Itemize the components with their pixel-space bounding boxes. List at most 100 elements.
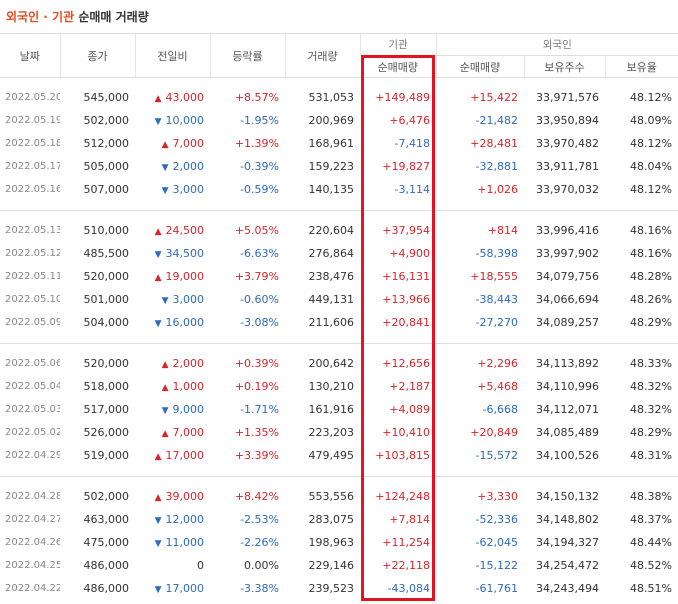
institution-net: +20,841 <box>382 316 430 329</box>
change-rate: +3.79% <box>234 270 279 283</box>
foreign-net: -15,122 <box>475 559 518 572</box>
volume: 223,203 <box>308 426 355 439</box>
change: ▲ 39,000 <box>135 485 210 508</box>
institution-net: +4,089 <box>389 403 430 416</box>
volume: 198,963 <box>308 536 355 549</box>
header-row: 날짜 종가 전일비 등락률 거래량 기관 외국인 <box>0 33 678 78</box>
change: ▼ 11,000 <box>135 531 210 554</box>
foreign-net: +15,422 <box>470 91 518 104</box>
foreign-holdings: 33,970,482 <box>536 137 599 150</box>
foreign-ratio: 48.44% <box>630 536 672 549</box>
change-rate: +8.42% <box>234 490 279 503</box>
data-row: 2022.05.13 510,000 ▲ 24,500 +5.05% 220,604 +37… <box>0 219 678 242</box>
institution-net: +37,954 <box>382 224 430 237</box>
foreign-ratio: 48.32% <box>630 403 672 416</box>
foreign-holdings: 33,950,894 <box>536 114 599 127</box>
change-rate: -1.95% <box>240 114 279 127</box>
spacer-cell <box>0 201 678 211</box>
institution-net: -7,418 <box>394 137 430 150</box>
change-value: 10,000 <box>165 114 205 127</box>
institution-net: +13,966 <box>382 293 430 306</box>
change-arrow: ▼ <box>154 250 162 260</box>
table-body: 2022.05.20 545,000 ▲ 43,000 +8.57% 531,053 +14… <box>0 78 678 604</box>
foreign-ratio: 48.28% <box>630 270 672 283</box>
foreign-net: +20,849 <box>470 426 518 439</box>
change-rate: -2.53% <box>240 513 279 526</box>
data-row: 2022.05.02 526,000 ▲ 7,000 +1.35% 223,203 +10,… <box>0 421 678 444</box>
foreign-holdings: 34,079,756 <box>536 270 599 283</box>
change: ▲ 7,000 <box>135 132 210 155</box>
volume: 140,135 <box>308 183 355 196</box>
change-rate: -2.26% <box>240 536 279 549</box>
foreign-ratio: 48.32% <box>630 380 672 393</box>
change-value: 2,000 <box>172 357 205 370</box>
volume: 449,131 <box>308 293 355 306</box>
date: 2022.04.26 <box>5 537 60 548</box>
foreign-ratio: 48.12% <box>630 183 672 196</box>
close-price: 486,000 <box>83 559 130 572</box>
column-header: 기관 <box>359 33 436 56</box>
foreign-holdings: 34,243,494 <box>536 582 599 595</box>
close-price: 510,000 <box>83 224 130 237</box>
foreign-holdings: 34,066,694 <box>536 293 599 306</box>
close-price: 526,000 <box>83 426 130 439</box>
date: 2022.05.03 <box>5 404 60 415</box>
date: 2022.04.22 <box>5 583 60 594</box>
spacer-row <box>0 334 678 344</box>
foreign-ratio: 48.04% <box>630 160 672 173</box>
change-arrow: ▲ <box>154 227 162 237</box>
change-value: 39,000 <box>165 490 205 503</box>
date: 2022.05.12 <box>5 248 60 259</box>
change: ▼ 12,000 <box>135 508 210 531</box>
foreign-holdings: 33,971,576 <box>536 91 599 104</box>
change-rate: +5.05% <box>234 224 279 237</box>
date: 2022.05.17 <box>5 161 60 172</box>
change-arrow: ▼ <box>154 516 162 526</box>
change-value: 2,000 <box>172 160 205 173</box>
change-arrow: ▲ <box>161 429 169 439</box>
volume: 220,604 <box>308 224 355 237</box>
spacer-cell <box>0 600 678 604</box>
date: 2022.05.06 <box>5 358 60 369</box>
change-arrow: ▼ <box>161 406 169 416</box>
change: ▼ 3,000 <box>135 178 210 201</box>
data-row: 2022.05.17 505,000 ▼ 2,000 -0.39% 159,223 +19,… <box>0 155 678 178</box>
column-header: 거래량 <box>284 33 360 78</box>
change-rate: +1.35% <box>234 426 279 439</box>
institution-net: +4,900 <box>389 247 430 260</box>
volume: 200,642 <box>308 357 355 370</box>
change-value: 17,000 <box>165 582 205 595</box>
institution-net: +149,489 <box>375 91 430 104</box>
change: ▲ 1,000 <box>135 375 210 398</box>
data-row: 2022.05.11 520,000 ▲ 19,000 +3.79% 238,476 +16… <box>0 265 678 288</box>
foreign-ratio: 48.29% <box>630 316 672 329</box>
institution-net: +7,814 <box>389 513 430 526</box>
volume: 161,916 <box>308 403 355 416</box>
change-arrow: ▼ <box>154 539 162 549</box>
spacer-cell <box>0 344 678 353</box>
institution-net: +19,827 <box>382 160 430 173</box>
change: ▲ 24,500 <box>135 219 210 242</box>
data-row: 2022.05.06 520,000 ▲ 2,000 +0.39% 200,642 +12,… <box>0 352 678 375</box>
date: 2022.04.28 <box>5 491 60 502</box>
foreign-net: -15,572 <box>475 449 518 462</box>
volume: 276,864 <box>308 247 355 260</box>
change: ▼ 34,500 <box>135 242 210 265</box>
change-arrow: ▲ <box>154 94 162 104</box>
close-price: 502,000 <box>83 490 130 503</box>
change: ▼ 10,000 <box>135 109 210 132</box>
foreign-ratio: 48.37% <box>630 513 672 526</box>
table: 날짜 종가 전일비 등락률 거래량 기관 외국인 순매매량 순매매량 보유주수 보유율 2022.… <box>0 33 678 604</box>
date: 2022.05.02 <box>5 427 60 438</box>
institution-net: +22,118 <box>382 559 430 572</box>
foreign-net: -27,270 <box>475 316 518 329</box>
data-row: 2022.05.03 517,000 ▼ 9,000 -1.71% 161,916 +4,0… <box>0 398 678 421</box>
data-row: 2022.05.09 504,000 ▼ 16,000 -3.08% 211,606 +20… <box>0 311 678 334</box>
foreign-net: -32,881 <box>475 160 518 173</box>
title-highlight: 외국인 · 기관 <box>6 10 75 24</box>
change-rate: +3.39% <box>234 449 279 462</box>
foreign-holdings: 34,148,802 <box>536 513 599 526</box>
change-value: 12,000 <box>165 513 205 526</box>
foreign-holdings: 34,254,472 <box>536 559 599 572</box>
foreign-holdings: 33,970,032 <box>536 183 599 196</box>
